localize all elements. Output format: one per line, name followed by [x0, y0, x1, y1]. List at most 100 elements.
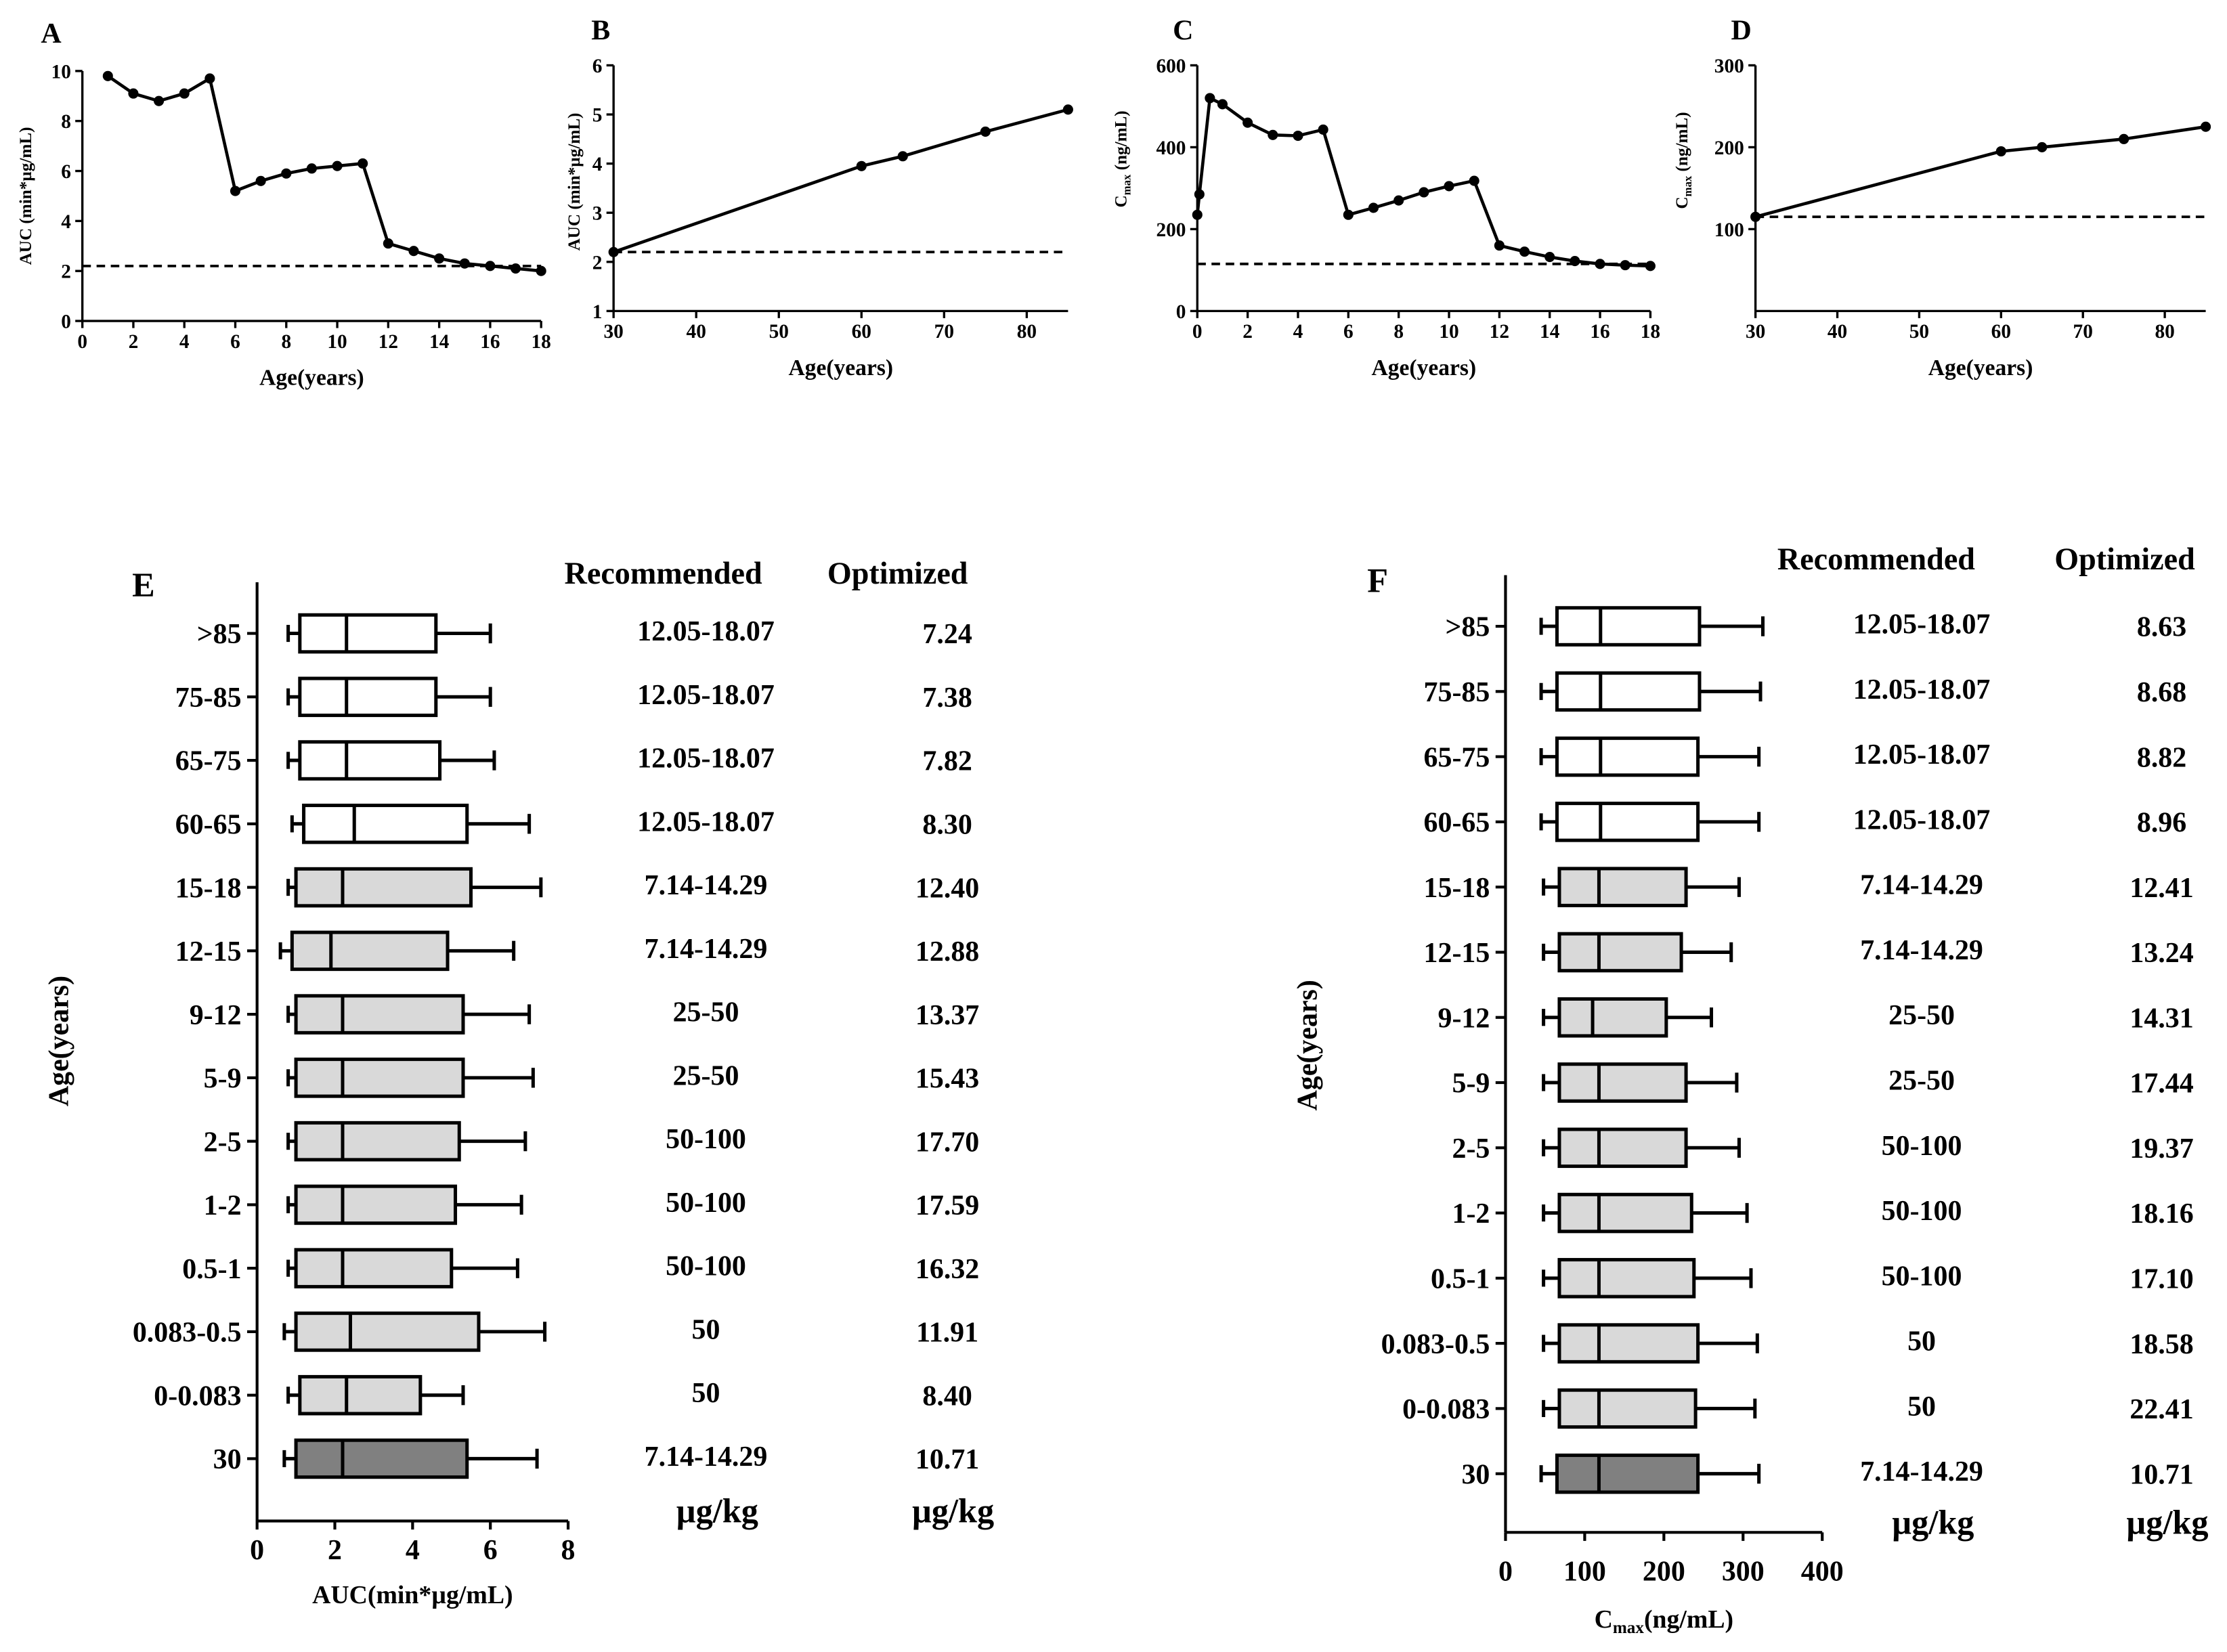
data-point: [128, 88, 139, 99]
box: [1555, 1453, 1700, 1494]
data-point: [1393, 195, 1404, 206]
optimized-dose: 13.24: [2129, 938, 2193, 969]
y-axis-label-sub: max: [1681, 175, 1694, 196]
recommended-dose: 50: [692, 1314, 720, 1345]
y-tick-label: 300: [1714, 56, 1744, 77]
recommended-dose: 7.14-14.29: [645, 934, 768, 965]
unit-optimized: µg/kg: [2126, 1503, 2208, 1541]
row-label: 12-15: [1424, 938, 1490, 969]
row-label: 5-9: [204, 1064, 242, 1095]
x-tick-label: 50: [1909, 321, 1929, 343]
panel-C: C 0 2 4 6 8 10 12 14 16 18 0 200 400 600 Age(years) Cmax…: [1112, 16, 1660, 381]
recommended-dose: 50: [1907, 1326, 1936, 1357]
box: [1557, 867, 1688, 907]
y-axis-label-sub: max: [1121, 174, 1133, 195]
x-tick-label: 6: [230, 331, 240, 353]
optimized-dose: 7.38: [922, 682, 972, 714]
x-tick-label: 18: [1641, 321, 1660, 343]
box-row: 0.083-0.5 50 11.91: [133, 1311, 978, 1352]
y-tick-label: 0: [1176, 301, 1186, 323]
x-tick-label: 40: [687, 321, 706, 343]
box-row: 2-5 50-100 19.37: [1452, 1127, 2194, 1169]
data-point: [1062, 104, 1073, 115]
x-axis-label-sub: max: [1613, 1619, 1645, 1637]
optimized-dose: 8.68: [2137, 677, 2186, 708]
box: [294, 1058, 465, 1098]
optimized-dose: 10.71: [2129, 1459, 2193, 1490]
optimized-dose: 22.41: [2129, 1394, 2193, 1425]
box: [294, 1121, 461, 1162]
box: [290, 930, 450, 972]
row-label: 15-18: [175, 873, 242, 904]
data-point: [154, 95, 165, 106]
box-row: 1-2 50-100 18.16: [1452, 1192, 2194, 1234]
x-tick-label: 6: [1343, 321, 1354, 343]
box-row: 5-9 25-50 15.43: [204, 1058, 979, 1098]
box: [1557, 932, 1683, 973]
y-axis-label: Age(years): [1292, 980, 1323, 1110]
header-optimized: Optimized: [2054, 542, 2195, 576]
x-tick-label: 70: [934, 321, 954, 343]
y-tick-label: 200: [1156, 219, 1186, 241]
data-point: [230, 186, 241, 196]
y-tick-label: 200: [1714, 137, 1744, 159]
recommended-dose: 50: [692, 1378, 720, 1409]
x-tick-label: 80: [1017, 321, 1037, 343]
data-point: [1620, 260, 1630, 271]
data-point: [1544, 251, 1555, 263]
data-point: [179, 88, 190, 99]
box-row: 60-65 12.05-18.07 8.30: [175, 804, 972, 844]
optimized-dose: 8.40: [922, 1381, 972, 1412]
x-tick-label: 16: [1590, 321, 1609, 343]
optimized-dose: 12.40: [915, 873, 979, 904]
recommended-dose: 50-100: [666, 1251, 746, 1282]
box-row: 2-5 50-100 17.70: [204, 1121, 979, 1162]
recommended-dose: 25-50: [673, 1060, 739, 1091]
optimized-dose: 8.82: [2137, 742, 2186, 773]
y-tick-label: 5: [592, 105, 603, 127]
optimized-dose: 12.88: [915, 936, 979, 968]
x-tick-label: 14: [1540, 321, 1560, 343]
box-row: 0-0.083 50 22.41: [1402, 1388, 2194, 1429]
box-row: >85 12.05-18.07 8.63: [1446, 606, 2186, 647]
y-tick-label: 3: [592, 203, 603, 225]
panel-label: B: [591, 16, 610, 47]
optimized-dose: 7.82: [922, 746, 972, 777]
row-label: 1-2: [1452, 1198, 1490, 1230]
row-label: 75-85: [175, 682, 242, 714]
data-point: [1242, 117, 1253, 128]
optimized-dose: 14.31: [2129, 1003, 2193, 1034]
y-axis-label: Cmax (ng/mL): [1112, 110, 1133, 207]
row-label: 0.5-1: [1431, 1264, 1490, 1295]
data-point: [1995, 146, 2006, 157]
x-tick-label: 400: [1801, 1557, 1844, 1588]
box: [1557, 1388, 1698, 1429]
recommended-dose: 12.05-18.07: [1853, 674, 1991, 705]
optimized-dose: 18.58: [2129, 1329, 2193, 1360]
data-point: [510, 263, 521, 274]
box: [298, 613, 438, 654]
optimized-dose: 17.59: [915, 1190, 979, 1221]
y-tick-label: 1: [592, 301, 603, 323]
row-label: 30: [1461, 1459, 1490, 1490]
box: [294, 867, 473, 908]
box: [1557, 1323, 1700, 1364]
y-tick-label: 6: [592, 56, 603, 77]
series-line: [1755, 125, 2206, 219]
recommended-dose: 12.05-18.07: [1853, 739, 1991, 770]
y-tick-label: 400: [1156, 137, 1186, 159]
box: [1555, 802, 1700, 842]
x-tick-label: 300: [1722, 1557, 1765, 1588]
data-point: [1194, 189, 1205, 200]
data-point: [408, 246, 419, 257]
x-tick-label: 30: [1746, 321, 1765, 343]
optimized-dose: 8.96: [2137, 808, 2186, 839]
recommended-dose: 12.05-18.07: [1853, 804, 1991, 835]
x-tick-label: 2: [1242, 321, 1253, 343]
row-label: 0.083-0.5: [1381, 1329, 1490, 1360]
y-tick-label: 2: [592, 252, 603, 274]
recommended-dose: 25-50: [1888, 1065, 1955, 1096]
x-tick-label: 12: [379, 331, 398, 353]
x-axis-label: Age(years): [788, 355, 893, 381]
x-axis-label-unit: (ng/mL): [1644, 1605, 1733, 1634]
